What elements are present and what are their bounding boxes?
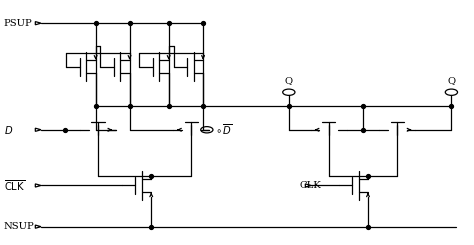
Text: Q: Q xyxy=(447,76,456,85)
Text: PSUP: PSUP xyxy=(4,19,33,28)
Text: $\overline{\mathrm{CLK}}$: $\overline{\mathrm{CLK}}$ xyxy=(4,178,25,193)
Text: $\circ\,\overline{D}$: $\circ\,\overline{D}$ xyxy=(215,122,233,137)
Text: $D$: $D$ xyxy=(4,124,13,136)
Text: Q: Q xyxy=(285,76,293,85)
Text: CLK: CLK xyxy=(299,181,321,190)
Text: NSUP: NSUP xyxy=(4,222,35,231)
